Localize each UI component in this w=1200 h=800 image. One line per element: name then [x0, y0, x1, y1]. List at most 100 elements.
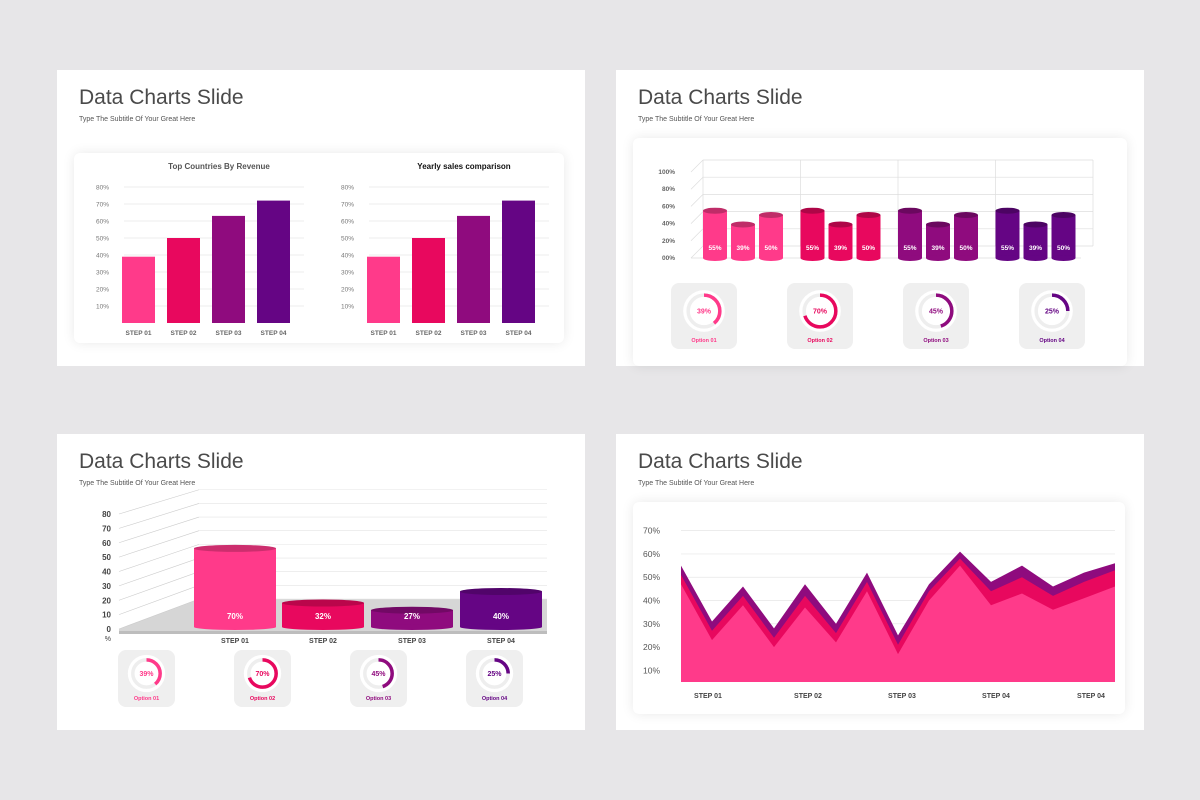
cylinder-body	[703, 210, 727, 258]
donut-chart: 39% Option 01	[127, 654, 166, 702]
bar	[167, 238, 200, 323]
gridline	[118, 585, 200, 615]
x-tick-label: STEP 01	[221, 638, 249, 645]
x-tick-label: STEP 01	[371, 330, 397, 337]
data-label: 55%	[903, 245, 916, 252]
slide-title: Data Charts Slide	[79, 450, 244, 473]
cylinder-body	[954, 215, 978, 258]
data-label: 39%	[931, 245, 944, 252]
donut-value: 25%	[487, 671, 502, 678]
cylinder-top	[731, 221, 755, 228]
gridline	[118, 530, 200, 558]
cylinder-base	[995, 255, 1020, 261]
x-tick-label: STEP 03	[461, 330, 487, 337]
cylinder-base	[1051, 255, 1076, 261]
y-tick-label: 30%	[643, 619, 660, 629]
y-tick-label: 50%	[341, 236, 354, 243]
data-label: 55%	[708, 245, 721, 252]
gridline	[118, 598, 200, 630]
donut-label: Option 04	[1039, 338, 1065, 344]
donut-label: Option 03	[366, 696, 391, 702]
x-tick-label: STEP 04	[261, 330, 287, 337]
gridline	[118, 503, 200, 529]
cylinder-body	[460, 591, 542, 627]
cylinder-top	[703, 207, 727, 214]
slide-area-chart: Data Charts Slide Type The Subtitle Of Y…	[616, 434, 1144, 730]
donut-value: 45%	[371, 671, 386, 678]
slide-bar-charts: Data Charts Slide Type The Subtitle Of Y…	[57, 70, 585, 366]
y-tick-label: 20%	[662, 238, 675, 245]
cylinder-top	[371, 606, 453, 614]
y-tick-label: 60%	[643, 549, 660, 559]
bar	[367, 256, 400, 323]
y-tick-label: 30	[102, 582, 111, 591]
donut-label: Option 04	[482, 696, 508, 702]
cylinder-base	[800, 255, 825, 261]
cylinder-body	[898, 210, 922, 258]
y-tick-label: 10%	[341, 304, 354, 311]
cylinder-top	[898, 207, 922, 214]
cylinder-top	[828, 221, 853, 228]
cylinder-body	[759, 215, 783, 258]
cylinder-top	[1051, 212, 1076, 218]
y-tick-label: 80%	[341, 185, 354, 192]
data-label: 27%	[404, 612, 420, 621]
y-tick-label: 40%	[96, 253, 109, 260]
cylinder-top	[1023, 221, 1048, 228]
donut-chart: 25% Option 04	[1031, 290, 1073, 344]
donut-value: 70%	[813, 309, 828, 316]
donut-chart: 70% Option 02	[799, 290, 841, 344]
x-tick-label: STEP 02	[416, 330, 442, 337]
donut-arc	[918, 293, 954, 329]
cylinder-base	[460, 624, 542, 630]
x-tick-label: STEP 03	[888, 693, 916, 700]
area-chart: 10% 20% 30% 40% 50% 60% 70% STEP 01 STEP 02 STEP …	[643, 526, 1115, 700]
y-tick-label: 60%	[662, 203, 675, 210]
gridline	[690, 245, 704, 259]
chart-card: Top Countries By Revenue 10% 20% 30% 40% 50% 6…	[74, 153, 564, 343]
bar	[122, 256, 155, 323]
slide-subtitle: Type The Subtitle Of Your Great Here	[638, 116, 755, 123]
x-tick-label: STEP 02	[171, 330, 197, 337]
donut-label: Option 02	[807, 338, 832, 344]
cylinder-top	[800, 207, 825, 214]
cylinder-top	[460, 588, 542, 595]
y-tick-label: 30%	[96, 270, 109, 277]
donut-card: 70% Option 02	[234, 650, 291, 707]
slide-title: Data Charts Slide	[638, 86, 803, 109]
donut-chart: 25% Option 04	[475, 654, 514, 702]
chart-title: Yearly sales comparison	[417, 162, 511, 171]
y-tick-label: 10%	[643, 665, 660, 675]
donut-arc	[1034, 293, 1070, 329]
y-tick-label: 20	[102, 596, 111, 605]
y-tick-label: 20%	[643, 642, 660, 652]
donut-label: Option 01	[134, 696, 159, 702]
cylinder-base	[856, 255, 881, 261]
donut-card: 25% Option 04	[1019, 283, 1085, 349]
slide-title: Data Charts Slide	[79, 86, 244, 109]
slide-subtitle: Type The Subtitle Of Your Great Here	[79, 116, 196, 123]
cylinder-top	[194, 544, 276, 552]
gridline	[118, 571, 200, 601]
bar-chart-yearly: Yearly sales comparison 10% 20% 30% 40% 50% 60…	[341, 162, 549, 337]
cylinder-base	[759, 255, 783, 261]
y-tick-label: 50	[102, 553, 111, 562]
y-tick-label: 80	[102, 510, 111, 519]
gridline	[118, 489, 200, 515]
donut-chart: 39% Option 01	[683, 290, 725, 344]
data-label: 39%	[1029, 245, 1042, 252]
bar	[502, 200, 535, 323]
y-tick-label: 50%	[96, 236, 109, 243]
cylinder-top	[926, 221, 950, 228]
cylinder-top	[282, 599, 364, 607]
cylinder-body	[828, 224, 853, 258]
donut-card: 45% Option 03	[350, 650, 407, 707]
cylinder-body	[995, 210, 1020, 258]
cylinder-base	[954, 255, 978, 261]
slide-cylinder-chart: Data Charts Slide Type The Subtitle Of Y…	[616, 70, 1144, 366]
y-tick-label: 30%	[341, 270, 354, 277]
data-label: 50%	[764, 245, 777, 252]
cylinder-base	[1023, 255, 1048, 261]
cylinder-base	[282, 624, 364, 630]
y-tick-label: 80%	[96, 185, 109, 192]
